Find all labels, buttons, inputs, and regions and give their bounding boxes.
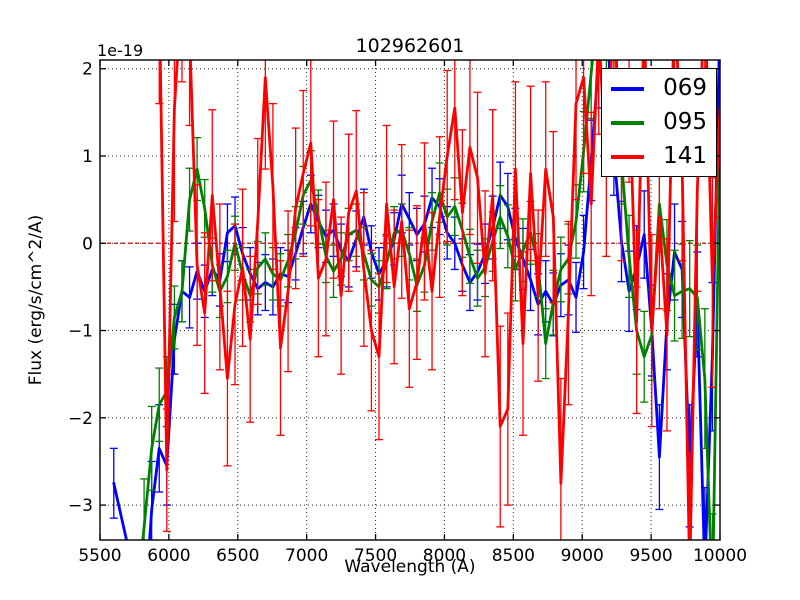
x-tick-label: 7500 bbox=[354, 546, 397, 566]
legend-item-095: 095 bbox=[611, 110, 707, 135]
y-axis-label: Flux (erg/s/cm^2/A) bbox=[26, 214, 46, 386]
legend-line-sample bbox=[611, 154, 644, 159]
axes-frame bbox=[99, 59, 721, 541]
y-tick-label: 2 bbox=[82, 60, 93, 80]
legend-label: 069 bbox=[663, 75, 707, 101]
x-tick-label: 9500 bbox=[629, 546, 672, 566]
y-tick-label: −2 bbox=[68, 409, 93, 429]
x-tick-label: 10000 bbox=[693, 546, 747, 566]
y-tick-label: 0 bbox=[82, 234, 93, 254]
x-axis-label: Wavelength (A) bbox=[344, 557, 476, 577]
x-tick-label: 8500 bbox=[492, 546, 535, 566]
legend-line-sample bbox=[611, 120, 644, 125]
ticks bbox=[99, 60, 721, 540]
x-tick-label: 8000 bbox=[423, 546, 466, 566]
legend-label: 095 bbox=[663, 109, 707, 135]
legend-item-141: 141 bbox=[611, 144, 707, 169]
x-tick-label: 5500 bbox=[78, 546, 121, 566]
legend-item-069: 069 bbox=[611, 76, 707, 101]
y-tick-label: 1 bbox=[82, 147, 93, 167]
legend: 069 095 141 bbox=[601, 68, 717, 177]
y-tick-label: −3 bbox=[68, 496, 93, 516]
legend-line-sample bbox=[611, 86, 644, 91]
x-tick-label: 9000 bbox=[561, 546, 604, 566]
legend-label: 141 bbox=[663, 143, 707, 169]
y-tick-label: −1 bbox=[68, 322, 93, 342]
line-069 bbox=[112, 60, 720, 540]
y-axis-offset-text: 1e-19 bbox=[97, 41, 144, 60]
x-tick-label: 7000 bbox=[285, 546, 328, 566]
tick-labels: 5500 6000 6500 7000 7500 8000 8500 9000 9500 1000… bbox=[68, 60, 747, 566]
x-tick-label: 6500 bbox=[216, 546, 259, 566]
x-tick-label: 6000 bbox=[147, 546, 190, 566]
plot-title: 102962601 bbox=[355, 35, 465, 57]
